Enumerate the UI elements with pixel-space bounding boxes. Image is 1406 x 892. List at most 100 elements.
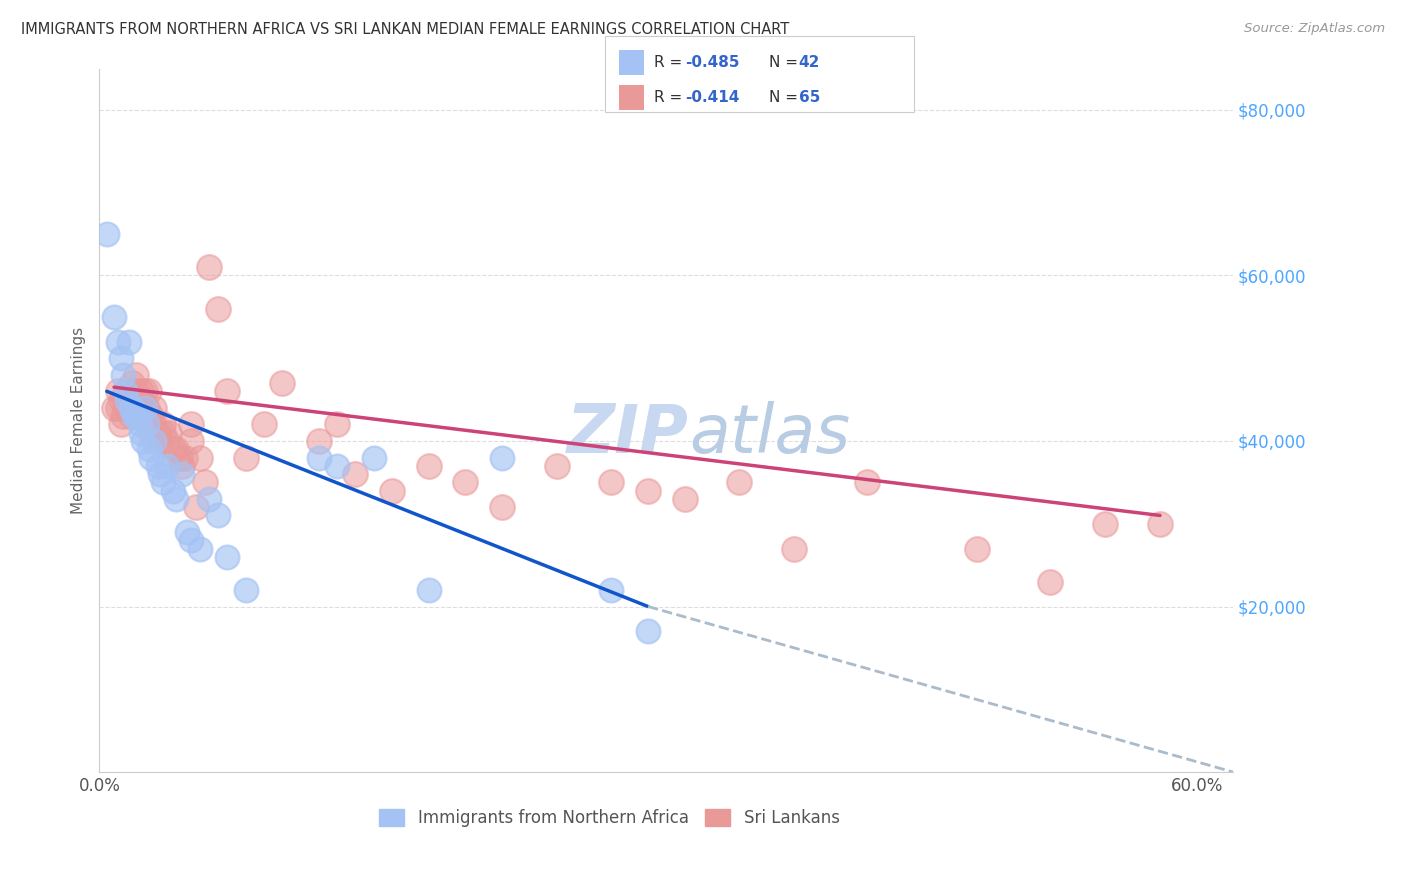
Point (143, 417, 166, 432)
Point (1149, 516, 1171, 531)
Point (103, 401, 125, 415)
Point (115, 392, 138, 407)
Point (152, 475, 174, 490)
Point (162, 483, 184, 498)
Point (381, 483, 404, 498)
Point (170, 458, 193, 473)
Point (125, 368, 148, 382)
Point (326, 417, 349, 432)
Point (198, 491, 221, 506)
Point (188, 450, 211, 465)
Point (121, 401, 143, 415)
Point (110, 417, 132, 432)
Point (131, 384, 153, 399)
Point (170, 467, 193, 481)
Point (180, 533, 202, 548)
Point (783, 541, 806, 556)
Point (112, 368, 135, 382)
Point (235, 450, 257, 465)
Point (114, 384, 136, 399)
Point (491, 450, 513, 465)
Point (138, 442, 160, 457)
Point (110, 392, 132, 407)
Point (344, 467, 367, 481)
Text: N =: N = (769, 54, 803, 70)
Point (112, 409, 135, 424)
Point (107, 384, 129, 399)
Point (673, 491, 696, 506)
Point (363, 450, 385, 465)
Point (128, 417, 150, 432)
Point (136, 401, 159, 415)
Text: R =: R = (654, 54, 688, 70)
Point (600, 475, 623, 490)
Point (162, 442, 184, 457)
Text: -0.485: -0.485 (685, 54, 740, 70)
Point (115, 392, 138, 407)
Point (174, 450, 197, 465)
Point (188, 541, 211, 556)
Point (103, 310, 125, 324)
Point (149, 434, 172, 448)
Point (326, 458, 349, 473)
Point (107, 401, 129, 415)
Point (121, 376, 143, 390)
Point (121, 401, 143, 415)
Point (180, 434, 202, 448)
Point (194, 475, 217, 490)
Point (966, 541, 988, 556)
Point (146, 458, 169, 473)
Text: N =: N = (769, 90, 803, 105)
Point (122, 409, 145, 424)
Point (143, 401, 166, 415)
Point (546, 458, 568, 473)
Point (418, 458, 440, 473)
Text: R =: R = (654, 90, 688, 105)
Point (176, 524, 198, 539)
Text: 42: 42 (799, 54, 820, 70)
Text: atlas: atlas (689, 401, 851, 467)
Point (454, 475, 477, 490)
Point (118, 334, 141, 349)
Text: IMMIGRANTS FROM NORTHERN AFRICA VS SRI LANKAN MEDIAN FEMALE EARNINGS CORRELATION: IMMIGRANTS FROM NORTHERN AFRICA VS SRI L… (21, 22, 789, 37)
Point (156, 434, 179, 448)
Point (120, 401, 142, 415)
Point (107, 334, 129, 349)
Point (165, 491, 187, 506)
Point (271, 376, 294, 390)
Point (134, 384, 156, 399)
Point (143, 434, 166, 448)
Point (308, 434, 330, 448)
Text: Source: ZipAtlas.com: Source: ZipAtlas.com (1244, 22, 1385, 36)
Text: -0.414: -0.414 (685, 90, 740, 105)
Point (114, 401, 136, 415)
Point (128, 392, 150, 407)
Point (139, 450, 162, 465)
Point (217, 549, 239, 564)
Point (165, 442, 187, 457)
Point (637, 624, 659, 639)
Point (1094, 516, 1116, 531)
Point (131, 425, 153, 440)
Point (308, 450, 330, 465)
Point (132, 434, 155, 448)
Point (1039, 574, 1062, 589)
Point (139, 425, 162, 440)
Point (491, 500, 513, 515)
Point (235, 582, 257, 597)
Legend: Immigrants from Northern Africa, Sri Lankans: Immigrants from Northern Africa, Sri Lan… (373, 803, 846, 834)
Point (637, 483, 659, 498)
Point (157, 425, 180, 440)
Point (856, 475, 879, 490)
Point (186, 500, 208, 515)
Point (134, 401, 156, 415)
Point (127, 409, 149, 424)
Point (217, 384, 239, 399)
Point (136, 417, 159, 432)
Point (96, 227, 118, 241)
Point (125, 384, 148, 399)
Point (139, 409, 162, 424)
Point (134, 401, 156, 415)
Point (180, 417, 202, 432)
Point (128, 409, 150, 424)
